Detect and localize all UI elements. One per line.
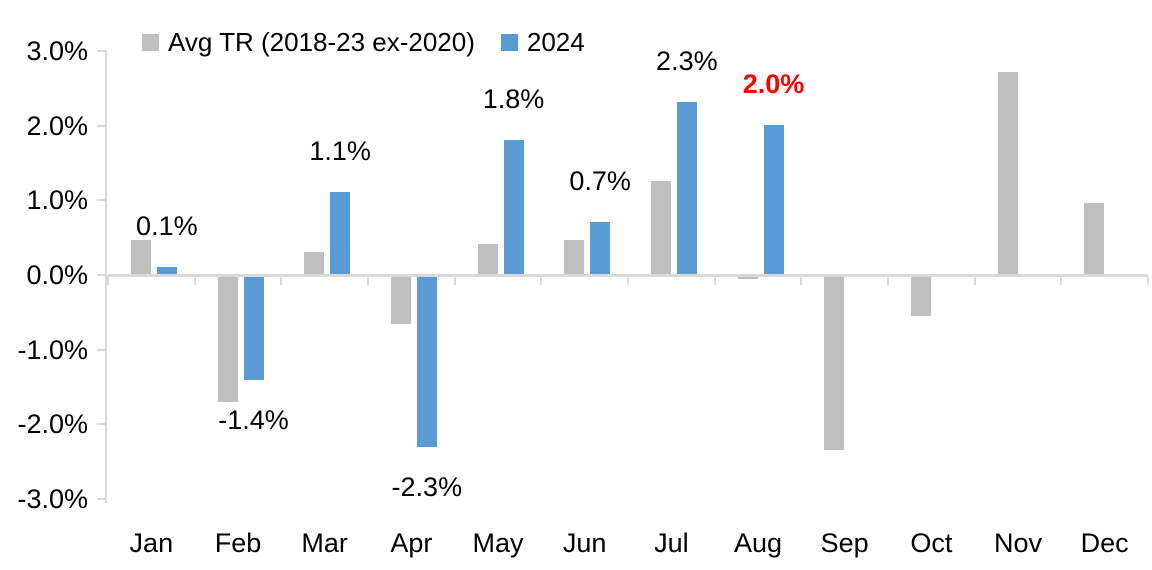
- bar-avg-tr-may: [477, 244, 498, 274]
- y-axis-tick-label: 3.0%: [26, 36, 88, 66]
- y-axis-tick: [97, 274, 107, 276]
- x-axis-tick: [1147, 276, 1149, 285]
- data-label-mar: 1.1%: [309, 135, 371, 166]
- x-axis-month-label: Mar: [301, 528, 348, 558]
- bar-2024-feb: [243, 276, 264, 380]
- y-axis-tick: [97, 50, 107, 52]
- x-axis-tick: [973, 276, 976, 285]
- data-label-jul: 2.3%: [656, 46, 718, 77]
- x-axis-month-label: Feb: [214, 528, 262, 558]
- x-axis-month-label: Dec: [1080, 528, 1129, 558]
- data-label-jan: 0.1%: [136, 210, 198, 241]
- x-axis-zero-line: [105, 274, 1148, 277]
- x-axis-month-label: Nov: [993, 528, 1042, 558]
- legend-item-2024: 2024: [500, 27, 585, 57]
- y-axis-line: [105, 51, 107, 503]
- data-label-jun: 0.7%: [569, 165, 631, 196]
- y-axis-tick: [97, 498, 107, 500]
- bar-2024-aug: [763, 124, 784, 274]
- x-axis-tick: [713, 276, 716, 285]
- bar-avg-tr-feb: [217, 276, 238, 402]
- chart-legend: Avg TR (2018-23 ex-2020) 2024: [142, 29, 585, 55]
- x-axis-month-label: Jul: [654, 528, 689, 558]
- bar-2024-mar: [330, 191, 351, 274]
- bar-avg-tr-jun: [564, 240, 585, 274]
- legend-item-avg-tr: Avg TR (2018-23 ex-2020): [142, 29, 475, 55]
- x-axis-tick: [540, 276, 543, 285]
- y-axis-tick: [97, 124, 107, 127]
- y-axis-tick-label: 2.0%: [26, 110, 88, 141]
- y-axis-tick: [97, 199, 107, 202]
- bar-2024-jul: [676, 102, 697, 274]
- x-axis-tick: [627, 276, 629, 285]
- y-axis-tick: [97, 423, 107, 426]
- bar-avg-tr-aug: [737, 276, 758, 279]
- y-axis-tick-label: 0.0%: [26, 260, 88, 290]
- data-label-apr: -2.3%: [391, 471, 463, 502]
- x-axis-month-label: Aug: [733, 528, 783, 558]
- bar-2024-may: [503, 139, 524, 274]
- x-axis-month-label: Jun: [562, 528, 607, 558]
- x-axis-tick: [193, 276, 196, 285]
- x-axis-month-label: May: [472, 528, 524, 558]
- bar-avg-tr-mar: [304, 251, 325, 274]
- x-axis-tick: [280, 276, 283, 285]
- bar-avg-tr-oct: [910, 276, 931, 317]
- bar-2024-apr: [416, 276, 437, 447]
- bar-2024-jun: [590, 221, 611, 274]
- x-axis-tick: [800, 276, 803, 285]
- bar-avg-tr-nov: [997, 72, 1018, 274]
- bar-avg-tr-apr: [390, 276, 411, 324]
- bar-avg-tr-jan: [130, 240, 151, 274]
- bar-avg-tr-sep: [824, 276, 845, 451]
- bar-avg-tr-jul: [650, 180, 671, 274]
- data-label-may: 1.8%: [482, 83, 545, 114]
- legend-swatch-avg-tr: [142, 33, 159, 51]
- y-axis-tick-label: -1.0%: [17, 334, 88, 365]
- x-axis-tick: [887, 276, 889, 285]
- x-axis-month-label: Apr: [390, 528, 433, 558]
- x-axis-tick: [367, 276, 369, 285]
- legend-swatch-2024: [500, 33, 518, 51]
- x-axis-month-label: Jan: [129, 528, 174, 558]
- x-axis-tick: [453, 276, 456, 285]
- y-axis-tick-label: 1.0%: [26, 185, 88, 216]
- x-axis-tick: [1060, 276, 1063, 285]
- x-axis-month-label: Sep: [820, 528, 869, 558]
- data-label-feb: -1.4%: [218, 404, 289, 435]
- bar-avg-tr-dec: [1084, 203, 1105, 274]
- bar-2024-jan: [156, 266, 177, 274]
- y-axis-tick: [97, 348, 107, 351]
- legend-label-2024: 2024: [526, 27, 585, 57]
- legend-label-avg-tr: Avg TR (2018-23 ex-2020): [168, 27, 475, 57]
- y-axis-tick-label: -2.0%: [17, 409, 88, 440]
- x-axis-month-label: Oct: [910, 528, 953, 558]
- y-axis-tick-label: -3.0%: [17, 484, 88, 514]
- data-label-aug: 2.0%: [742, 68, 805, 99]
- x-axis-tick: [107, 276, 109, 285]
